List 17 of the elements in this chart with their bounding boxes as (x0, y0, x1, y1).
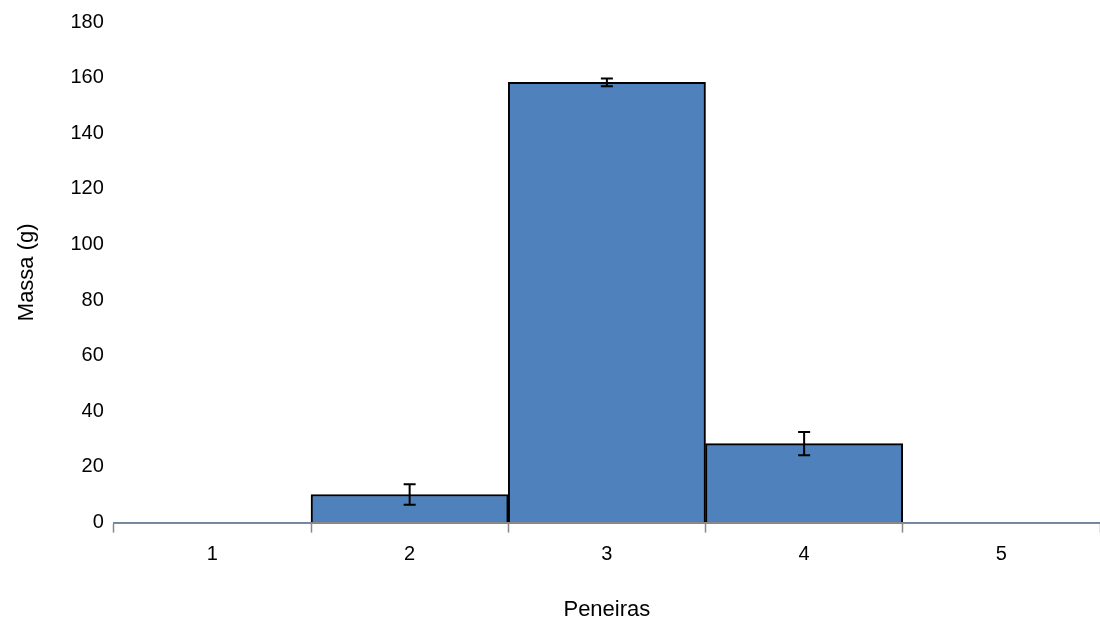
y-tick-label: 160 (70, 65, 104, 88)
x-tick-label: 3 (601, 542, 613, 565)
y-tick-label: 120 (70, 176, 104, 199)
y-tick-label: 60 (81, 343, 104, 366)
y-tick-label: 40 (81, 398, 104, 421)
x-tick-label: 2 (404, 542, 416, 565)
x-tick-label: 1 (206, 542, 218, 565)
y-tick-label: 180 (70, 9, 104, 32)
y-tick-label: 20 (81, 454, 104, 477)
x-tick-label: 4 (798, 542, 810, 565)
y-tick-label: 140 (70, 120, 104, 143)
y-tick-label: 100 (70, 232, 104, 254)
x-axis-title: Peneiras (563, 595, 651, 621)
x-tick-label: 5 (995, 542, 1007, 565)
y-tick-label: 80 (81, 287, 104, 310)
y-tick-label: 0 (92, 510, 104, 533)
y-axis-title: Massa (g) (13, 223, 39, 322)
